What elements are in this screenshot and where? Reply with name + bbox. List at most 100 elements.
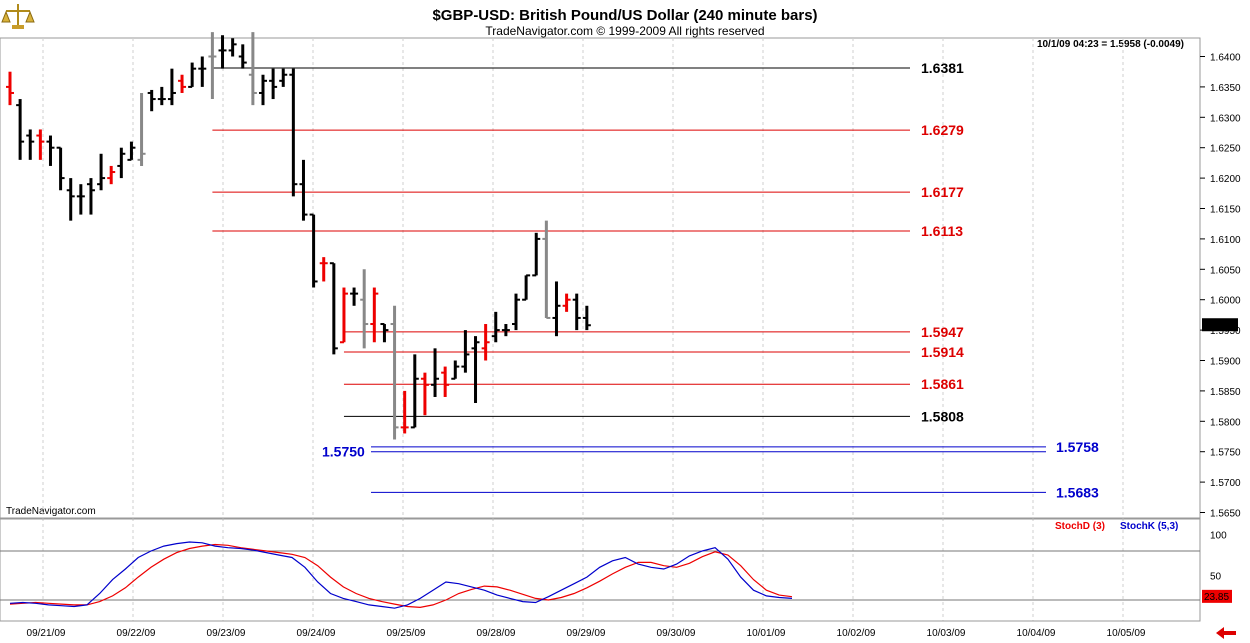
price-tick-label: 1.6250 xyxy=(1210,144,1241,155)
price-panel-frame xyxy=(0,37,1201,519)
watermark: TradeNavigator.com xyxy=(6,506,96,517)
ohlc-bar xyxy=(491,311,500,343)
ohlc-bar xyxy=(289,68,298,197)
price-tick-label: 1.5700 xyxy=(1210,478,1241,489)
fib-level-label: 1.6177 xyxy=(921,184,964,200)
ohlc-bar xyxy=(238,44,247,69)
stochastic-axis: 100 50 23.85 xyxy=(1202,531,1232,603)
back-arrow-icon[interactable] xyxy=(1216,627,1236,639)
fib-level-label: 1.5947 xyxy=(921,324,964,340)
ohlc-bar xyxy=(370,287,379,343)
ohlc-bar xyxy=(137,92,146,166)
ohlc-bar xyxy=(461,330,470,373)
ohlc-bar xyxy=(360,269,369,349)
price-tick-label: 1.5850 xyxy=(1210,387,1241,398)
legend-stochd: StochD (3) xyxy=(1055,521,1105,532)
stochastic-last-label: 23.85 xyxy=(1204,592,1229,603)
date-tick-label: 10/04/09 xyxy=(1017,628,1056,639)
date-tick-label: 10/02/09 xyxy=(837,628,876,639)
ohlc-bar xyxy=(269,68,278,100)
ohlc-bar xyxy=(319,257,328,282)
ohlc-bar xyxy=(147,89,156,112)
ohlc-bar xyxy=(86,178,95,215)
ohlc-bar xyxy=(228,38,237,57)
stochastic-panel-frame xyxy=(0,518,1201,622)
ohlc-bar xyxy=(451,360,460,380)
fib-levels: 1.6381 1.6279 1.6177 1.6113 1.5947 1.5914 1.58… xyxy=(212,60,1099,500)
price-panel[interactable]: 1.6381 1.6279 1.6177 1.6113 1.5947 1.5914 1.58… xyxy=(0,32,1241,621)
ohlc-bar xyxy=(471,336,480,404)
chart-title: $GBP-USD: British Pound/US Dollar (240 m… xyxy=(432,7,817,24)
ohlc-bar xyxy=(6,71,14,106)
ohlc-bar xyxy=(66,178,75,221)
ohlc-bar xyxy=(36,129,45,160)
stochastic-series-line xyxy=(9,543,793,609)
price-bars xyxy=(6,32,591,440)
ohlc-bar xyxy=(501,324,510,337)
ohlc-bar xyxy=(208,32,217,100)
ohlc-bar xyxy=(26,129,35,160)
ohlc-bar xyxy=(97,153,106,191)
fib-level-label: 1.5808 xyxy=(921,408,964,424)
ohlc-bar xyxy=(542,220,551,319)
date-tick-label: 10/01/09 xyxy=(747,628,786,639)
fib-level-label: 1.5914 xyxy=(921,344,964,360)
ohlc-bar xyxy=(16,99,25,160)
price-tick-label: 1.5950 xyxy=(1210,326,1241,337)
vertical-grid xyxy=(42,38,1124,621)
stochastic-last-box xyxy=(1202,589,1232,603)
price-tick-label: 1.6200 xyxy=(1210,174,1241,185)
ohlc-bar xyxy=(512,293,520,331)
price-tick-label: 1.6150 xyxy=(1210,205,1241,216)
price-tick-label: 1.5750 xyxy=(1210,448,1241,459)
ohlc-bar xyxy=(299,159,308,221)
target-label: 1.5683 xyxy=(1056,484,1099,500)
ohlc-bar xyxy=(350,287,359,306)
ohlc-bar xyxy=(582,305,591,331)
ohlc-bar xyxy=(410,354,419,429)
date-tick-label: 10/03/09 xyxy=(927,628,966,639)
date-axis: 09/21/09 09/22/09 09/23/09 09/24/09 09/25/09… xyxy=(27,628,1146,639)
price-tick-label: 1.5650 xyxy=(1210,509,1241,520)
ohlc-bar xyxy=(339,287,348,344)
ohlc-bar xyxy=(127,141,136,161)
ohlc-bar xyxy=(532,232,541,277)
ohlc-bar xyxy=(400,390,409,434)
stochastic-tick-label: 50 xyxy=(1210,572,1222,583)
ohlc-bar xyxy=(279,68,288,87)
date-tick-label: 09/22/09 xyxy=(117,628,156,639)
legend-stochk: StochK (5,3) xyxy=(1120,521,1178,532)
chart-subtitle: TradeNavigator.com © 1999-2009 All right… xyxy=(485,24,764,38)
ohlc-bar xyxy=(572,293,581,331)
ohlc-bar xyxy=(56,146,65,191)
ohlc-bar xyxy=(157,86,166,106)
ohlc-bar xyxy=(188,62,197,88)
ohlc-bar xyxy=(218,35,227,69)
fib-level-label: 1.6381 xyxy=(921,60,964,76)
date-tick-label: 09/30/09 xyxy=(657,628,696,639)
ohlc-bar xyxy=(562,293,571,312)
date-tick-label: 09/29/09 xyxy=(567,628,606,639)
fib-level-label: 1.6113 xyxy=(921,223,963,239)
brass-scale-icon[interactable] xyxy=(1,4,35,29)
last-price-label: 1.5958 xyxy=(1204,320,1235,331)
date-tick-label: 09/25/09 xyxy=(387,628,426,639)
date-tick-label: 09/23/09 xyxy=(207,628,246,639)
ohlc-bar xyxy=(380,323,389,343)
date-tick-label: 09/21/09 xyxy=(27,628,66,639)
stochastic-panel[interactable]: 100 50 23.85 StochD (3) StochK (5,3) xyxy=(0,518,1232,622)
price-tick-label: 1.6050 xyxy=(1210,265,1241,276)
last-price-box xyxy=(1202,318,1238,332)
price-tick-label: 1.6100 xyxy=(1210,235,1241,246)
ohlc-bar xyxy=(198,56,207,87)
fib-level-label: 1.6279 xyxy=(921,122,964,138)
ohlc-bar xyxy=(167,68,176,106)
ohlc-bar xyxy=(522,274,531,301)
ohlc-bar xyxy=(46,135,55,166)
price-tick-label: 1.5900 xyxy=(1210,357,1241,368)
target-label: 1.5758 xyxy=(1056,439,1099,455)
ohlc-bar xyxy=(107,165,116,185)
ohlc-bar xyxy=(248,32,257,106)
ohlc-bar xyxy=(420,372,429,416)
